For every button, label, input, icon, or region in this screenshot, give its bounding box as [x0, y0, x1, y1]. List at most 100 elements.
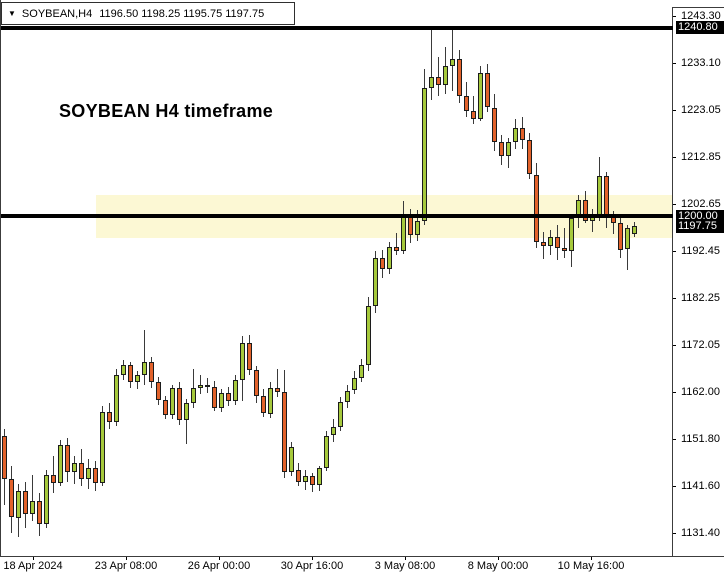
- candle-body: [604, 175, 609, 218]
- candle-body: [240, 343, 245, 381]
- candle-body: [86, 467, 91, 480]
- price-tick-mark: [672, 533, 676, 534]
- price-tick-label: 1141.60: [681, 479, 720, 492]
- candle-body: [450, 59, 455, 66]
- candle-body: [142, 361, 147, 376]
- price-tick-mark: [672, 203, 676, 205]
- candle-body: [268, 388, 273, 414]
- time-tick-mark: [33, 556, 34, 560]
- time-tick-mark: [498, 556, 499, 560]
- candle-body: [303, 475, 308, 482]
- candle-body: [16, 491, 21, 518]
- price-tick-label: 1131.40: [681, 527, 720, 539]
- candle-body: [205, 384, 210, 387]
- candle-body: [149, 361, 154, 383]
- time-tick-label: 23 Apr 08:00: [94, 560, 158, 572]
- candle-body: [72, 463, 77, 473]
- candle-body: [247, 343, 252, 370]
- price-tick-label: 1202.65: [681, 197, 721, 210]
- candle-body: [275, 388, 280, 392]
- candle-body: [261, 396, 266, 414]
- candle-body: [345, 390, 350, 403]
- candle-body: [611, 217, 616, 223]
- time-tick-label: 26 Apr 00:00: [187, 560, 251, 572]
- candle-body: [485, 72, 490, 108]
- candle-wick: [193, 368, 194, 408]
- candle-body: [44, 474, 49, 525]
- symbol-ohlc-box[interactable]: ▼ SOYBEAN,H4 1196.50 1198.25 1195.75 119…: [1, 2, 295, 25]
- candle-body: [198, 384, 203, 389]
- candle-body: [366, 306, 371, 365]
- price-tick-mark: [672, 345, 676, 347]
- candle-body: [597, 175, 602, 215]
- candle-body: [219, 392, 224, 408]
- candle-body: [352, 377, 357, 391]
- candle-body: [331, 427, 336, 436]
- price-tick-mark: [672, 156, 676, 158]
- level-line-1240.80[interactable]: [1, 25, 673, 30]
- candle-body: [569, 218, 574, 251]
- candle-body: [37, 501, 42, 525]
- candle-wick: [277, 368, 278, 398]
- candle-body: [527, 139, 532, 175]
- candle-body: [632, 226, 637, 235]
- price-axis-border: [672, 7, 673, 556]
- candle-body: [506, 142, 511, 156]
- price-badge-1197.75: 1197.75: [676, 219, 724, 233]
- price-tick-mark: [672, 63, 676, 65]
- candle-body: [387, 247, 392, 270]
- candle-body: [79, 463, 84, 480]
- price-tick-mark: [672, 438, 676, 440]
- candle-body: [401, 216, 406, 251]
- candle-body: [289, 447, 294, 473]
- candle-body: [296, 470, 301, 482]
- candle-body: [317, 467, 322, 486]
- price-tick-label: 1233.10: [681, 57, 721, 70]
- expander-triangle-icon[interactable]: ▼: [8, 9, 16, 18]
- candle-wick: [564, 227, 565, 258]
- price-tick-mark: [672, 391, 676, 393]
- candle-body: [30, 501, 35, 514]
- price-tick-label: 1243.30: [681, 10, 721, 22]
- price-tick-mark: [672, 16, 676, 17]
- level-line-1200.00[interactable]: [1, 214, 673, 218]
- price-tick-label: 1192.45: [681, 244, 720, 257]
- time-tick-mark: [219, 556, 220, 560]
- candle-body: [128, 365, 133, 383]
- chart-canvas[interactable]: SOYBEAN H4 timeframe: [0, 0, 673, 556]
- symbol-period-label: SOYBEAN,H4: [21, 7, 93, 20]
- candle-body: [184, 403, 189, 421]
- price-tick-mark: [672, 485, 676, 487]
- candle-body: [282, 391, 287, 473]
- candle-body: [254, 369, 259, 397]
- candle-body: [513, 128, 518, 143]
- chart-annotation-text: SOYBEAN H4 timeframe: [59, 101, 274, 121]
- candle-body: [107, 412, 112, 422]
- candle-body: [65, 444, 70, 473]
- candle-body: [457, 59, 462, 96]
- candle-body: [51, 474, 56, 483]
- candle-body: [618, 223, 623, 250]
- candle-body: [310, 475, 315, 486]
- price-tick-mark: [672, 109, 676, 111]
- price-badge-1240.80: 1240.80: [676, 21, 724, 34]
- candle-body: [478, 72, 483, 119]
- candle-body: [170, 388, 175, 415]
- price-tick-label: 1212.85: [681, 150, 721, 163]
- price-tick-label: 1151.80: [681, 432, 720, 445]
- candle-wick: [431, 28, 432, 101]
- candle-body: [471, 110, 476, 119]
- time-tick-label: 8 May 00:00: [467, 560, 529, 572]
- candle-body: [2, 435, 7, 480]
- candle-body: [583, 199, 588, 221]
- candle-body: [135, 375, 140, 383]
- candle-body: [177, 388, 182, 421]
- candle-wick: [144, 330, 145, 385]
- price-badge-1200.00: 1200.00: [676, 209, 724, 223]
- price-tick-mark: [672, 250, 676, 252]
- candle-body: [541, 241, 546, 247]
- candle-body: [338, 402, 343, 428]
- candle-body: [100, 412, 105, 483]
- candle-body: [156, 382, 161, 400]
